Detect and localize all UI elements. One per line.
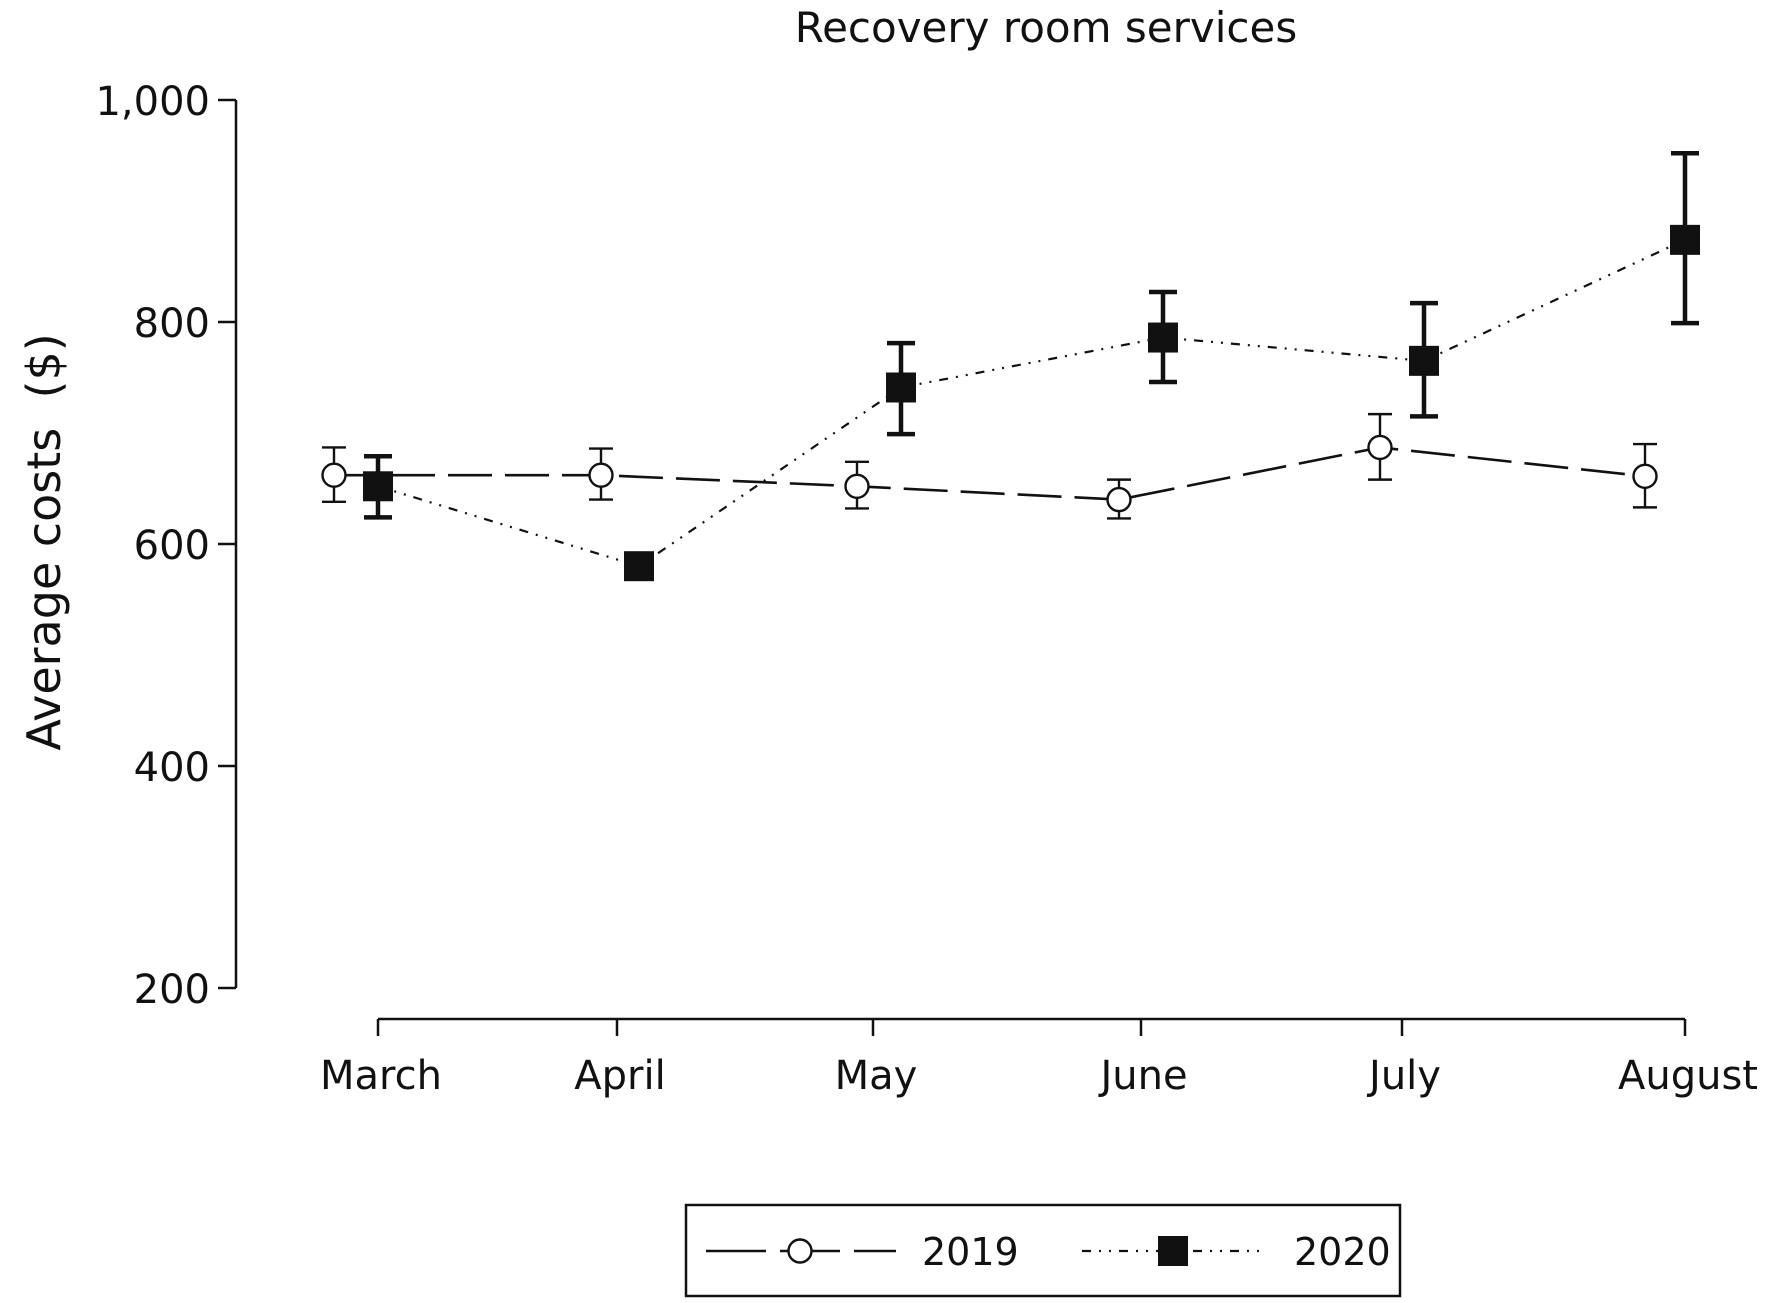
data-point-2019 (1632, 463, 1658, 489)
data-point-2020 (1409, 345, 1439, 376)
series-line-2020 (377, 238, 1686, 568)
data-point-2019 (321, 462, 347, 488)
x-tick-label: March (320, 1053, 442, 1099)
series-line-2019 (334, 446, 1646, 501)
data-point-2020 (1670, 224, 1700, 255)
y-tick-label: 1,000 (95, 79, 210, 125)
legend-label-2020: 2020 (1294, 1230, 1391, 1274)
x-axis: March April May June July August (320, 1017, 1758, 1099)
x-tick-label: May (835, 1053, 918, 1099)
legend-marker-2020 (1158, 1236, 1188, 1266)
x-tick-label: June (1097, 1053, 1187, 1099)
y-axis-label: Average costs ($) (17, 333, 71, 750)
data-point-2020 (886, 372, 916, 403)
data-point-2020 (1148, 322, 1178, 353)
x-tick-label: July (1366, 1053, 1441, 1099)
data-point-2019 (588, 462, 614, 488)
legend-label-2019: 2019 (922, 1230, 1019, 1274)
data-point-2019 (1106, 486, 1132, 513)
y-tick-label: 200 (134, 967, 210, 1013)
legend-marker-2019 (787, 1238, 813, 1264)
data-point-2020 (363, 471, 393, 502)
x-tick-label: August (1618, 1053, 1758, 1099)
series-layer (321, 151, 1700, 582)
data-point-2020 (624, 551, 654, 582)
x-tick-label: April (574, 1053, 665, 1099)
y-axis: 200 400 600 800 1,000 (95, 79, 238, 1013)
data-point-2019 (844, 473, 870, 499)
legend: 2019 2020 (684, 1203, 1402, 1298)
series-2020 (363, 151, 1700, 582)
y-tick-label: 400 (134, 745, 210, 791)
y-tick-label: 600 (134, 523, 210, 569)
chart-title: Recovery room services (795, 3, 1297, 52)
data-point-2019 (1367, 434, 1393, 461)
series-2019 (321, 412, 1658, 520)
y-tick-label: 800 (134, 301, 210, 347)
